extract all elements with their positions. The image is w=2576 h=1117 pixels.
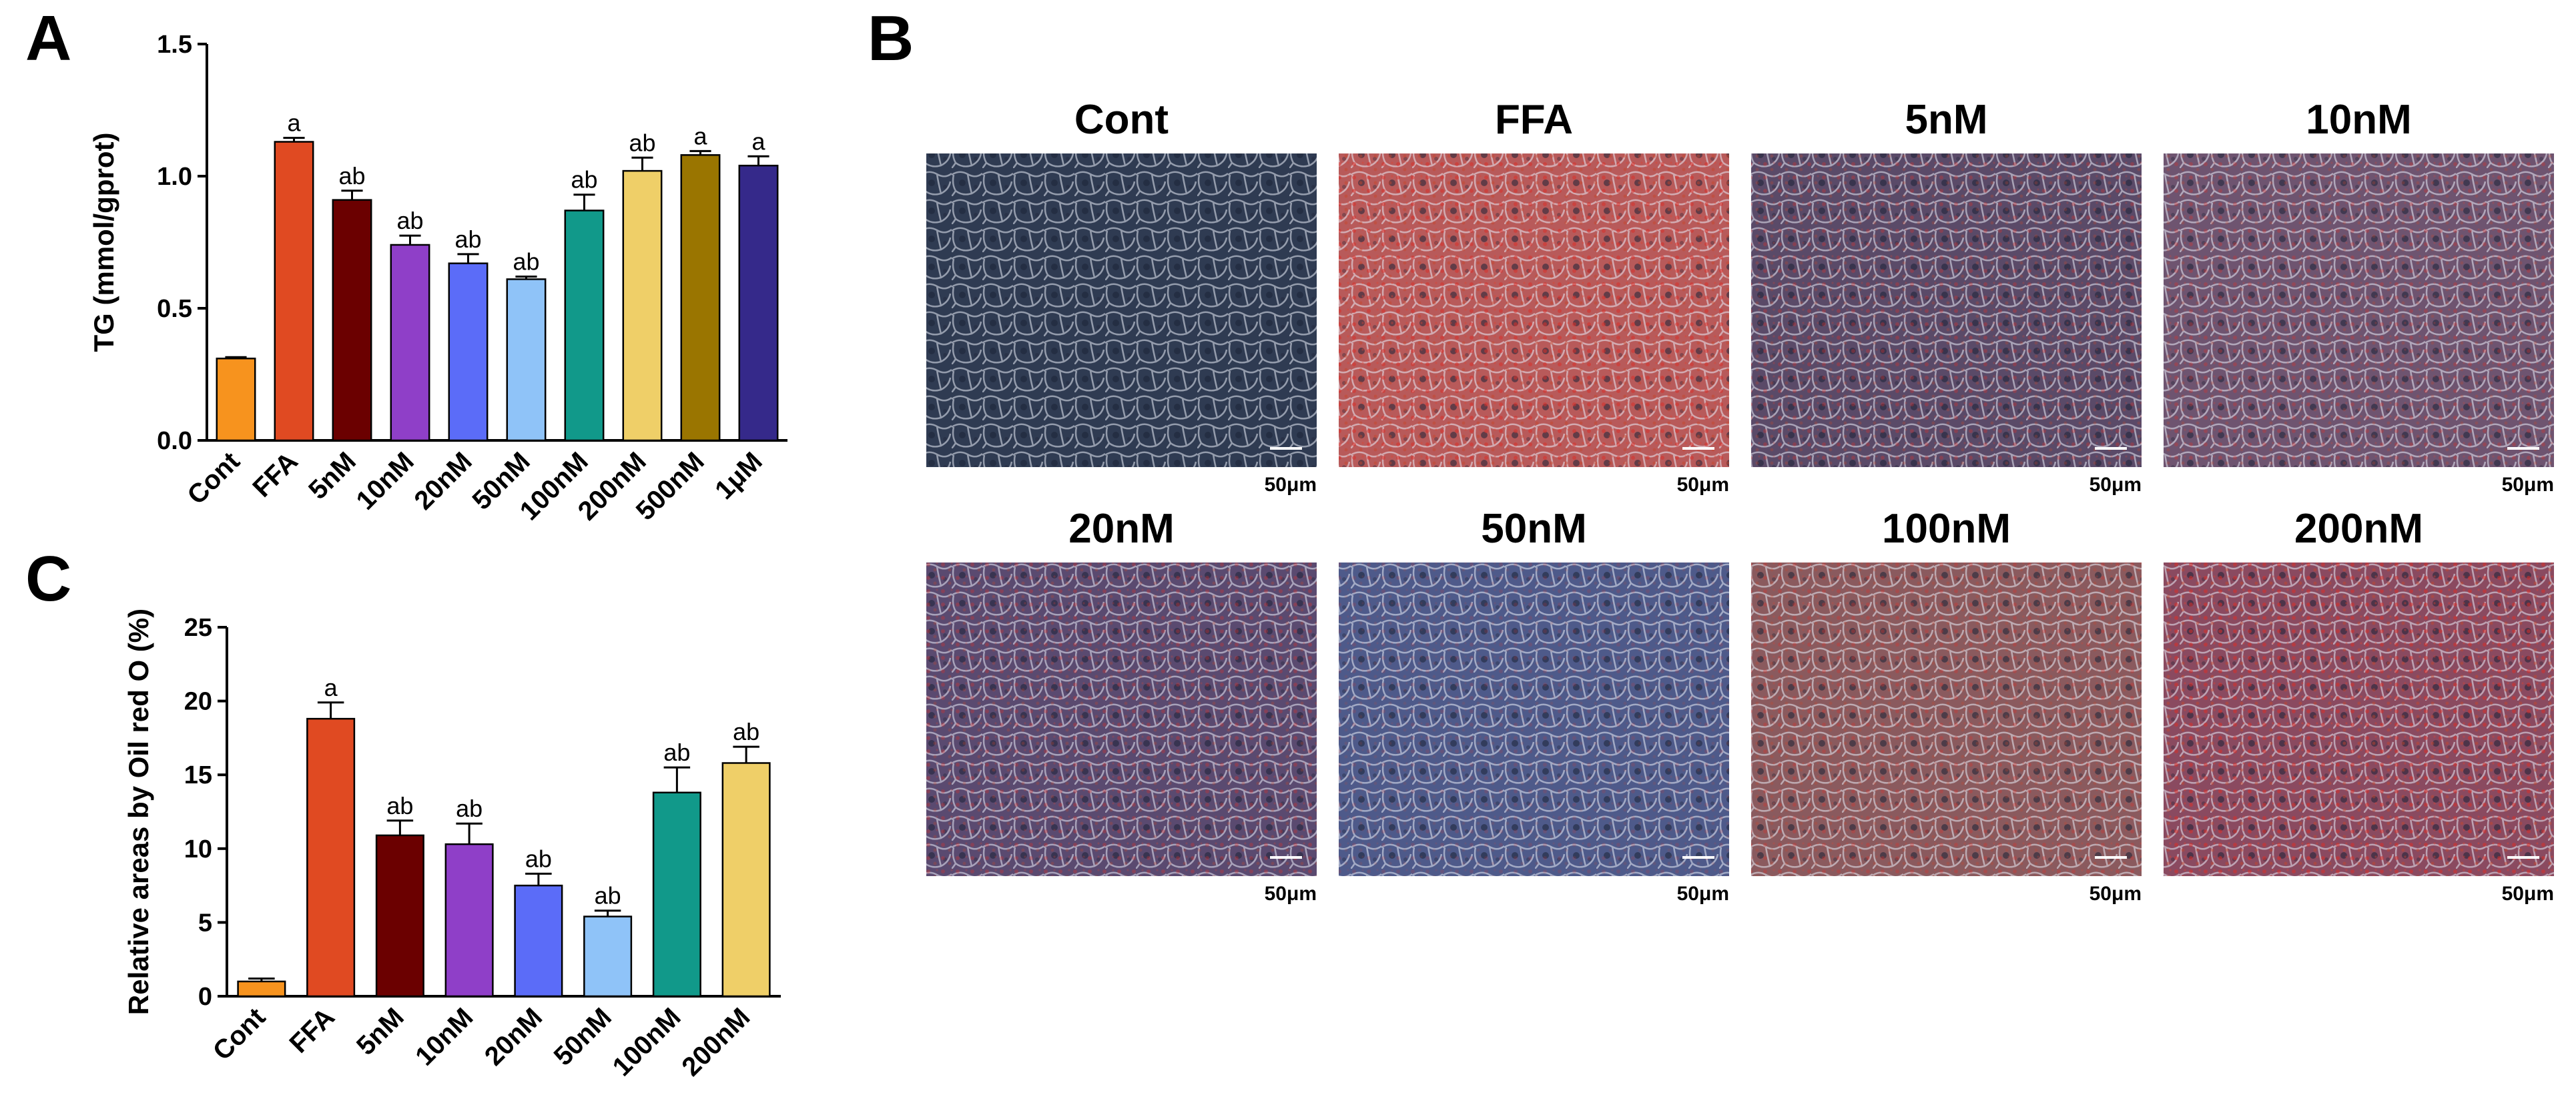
chart-c-significance-label-3: ab <box>456 795 482 822</box>
chart-a-bar-3 <box>390 244 430 442</box>
chart-a-category-label-3: 10nM <box>350 446 419 515</box>
chart-c-significance-label-5: ab <box>595 882 621 909</box>
chart-a-y-axis-title: TG (mmol/gprot) <box>88 133 119 352</box>
chart-a-category-label-9: 1μM <box>709 446 768 505</box>
micrograph-title-6: 100nM <box>1882 506 2011 552</box>
panel-label-b: B <box>868 3 914 74</box>
micrograph-title-0: Cont <box>1074 97 1169 143</box>
micrograph-lipid-droplets-4 <box>926 563 1317 876</box>
chart-c-category-label-0: Cont <box>208 1002 272 1066</box>
chart-a-bar-9 <box>738 164 779 442</box>
micrograph-lipid-droplets-5 <box>1339 563 1729 876</box>
chart-a-y-tick-label: 1.0 <box>157 163 192 191</box>
chart-a-bar-5 <box>506 278 547 442</box>
chart-a-category-label-1: FFA <box>247 446 304 503</box>
micrograph-title-7: 200nM <box>2294 506 2423 552</box>
chart-a-bar-7 <box>622 169 663 442</box>
chart-c-bar-7 <box>721 762 771 998</box>
micrograph-title-2: 5nM <box>1905 97 1988 143</box>
chart-c-bar-4 <box>514 884 563 998</box>
chart-c-bar-6 <box>652 791 701 998</box>
chart-c-bar-2 <box>375 834 424 998</box>
chart-a-significance-label-6: ab <box>571 166 597 194</box>
chart-c-y-tick-label: 25 <box>184 614 212 642</box>
micrograph-lipid-droplets-7 <box>2164 563 2554 876</box>
micrograph-lipid-droplets-6 <box>1751 563 2142 876</box>
micrograph-title-1: FFA <box>1495 97 1573 143</box>
chart-c-bar-5 <box>583 915 633 998</box>
chart-c-category-label-6: 100nM <box>607 1002 687 1082</box>
panel-label-c: C <box>25 543 71 615</box>
micrograph-title-4: 20nM <box>1068 506 1174 552</box>
chart-c-y-tick-label: 10 <box>184 835 212 863</box>
chart-c-category-label-2: 5nM <box>351 1002 410 1061</box>
chart-c-y-tick-label: 20 <box>184 688 212 716</box>
chart-a-y-tick-label: 1.5 <box>157 31 192 59</box>
micrograph-scale-label-2: 50μm <box>2089 474 2142 496</box>
chart-c-significance-label-7: ab <box>733 718 759 745</box>
chart-c-bar-3 <box>444 843 494 998</box>
chart-a-bar-1 <box>274 141 314 442</box>
chart-c-category-label-3: 10nM <box>410 1002 478 1071</box>
micrograph-title-3: 10nM <box>2306 97 2411 143</box>
micrograph-scale-label-0: 50μm <box>1265 474 1317 496</box>
micrograph-lipid-droplets-3 <box>2164 153 2554 467</box>
micrograph-scale-label-7: 50μm <box>2502 883 2554 905</box>
chart-c-y-axis-title: Relative areas by Oil red O (%) <box>123 609 154 1015</box>
chart-c-significance-label-1: a <box>324 674 338 701</box>
micrograph-cell-texture-0 <box>926 153 1317 467</box>
chart-a-category-label-4: 20nM <box>408 446 477 515</box>
chart-a-tg-bar-chart: 0.00.51.01.5ContaFFAab5nMab10nMab20nMab5… <box>88 31 787 526</box>
chart-c-bar-0 <box>237 980 286 998</box>
chart-a-significance-label-2: ab <box>338 162 365 190</box>
chart-a-bar-2 <box>332 199 372 442</box>
chart-a-significance-label-4: ab <box>454 226 481 253</box>
chart-a-bar-4 <box>448 262 489 442</box>
micrograph-grid: Cont 50μm FFA 50μm 5nM 50μm 10nM 50μm 20nM 50μm 50… <box>926 97 2554 905</box>
micrograph-scale-label-3: 50μm <box>2502 474 2554 496</box>
chart-a-significance-label-5: ab <box>513 248 539 275</box>
chart-a-significance-label-3: ab <box>396 207 423 234</box>
chart-a-significance-label-9: a <box>751 127 765 155</box>
chart-a-y-tick-label: 0.5 <box>157 295 192 323</box>
chart-a-bar-0 <box>216 357 256 442</box>
chart-a-category-label-0: Cont <box>182 446 246 510</box>
micrograph-scale-label-4: 50μm <box>1265 883 1317 905</box>
chart-c-significance-label-2: ab <box>386 792 413 819</box>
micrograph-lipid-droplets-2 <box>1751 153 2142 467</box>
chart-a-significance-label-7: ab <box>629 129 655 156</box>
micrograph-scale-label-6: 50μm <box>2089 883 2142 905</box>
chart-a-significance-label-1: a <box>287 109 301 137</box>
chart-c-y-tick-label: 0 <box>198 983 212 1011</box>
chart-c-significance-label-6: ab <box>663 739 690 766</box>
chart-a-y-tick-label: 0.0 <box>157 427 192 455</box>
panel-label-a: A <box>25 3 71 74</box>
chart-c-category-label-7: 200nM <box>676 1002 755 1082</box>
chart-a-significance-label-8: a <box>693 122 707 149</box>
micrograph-scale-label-1: 50μm <box>1677 474 1729 496</box>
chart-c-y-tick-label: 5 <box>198 909 212 937</box>
chart-c-bar-1 <box>306 717 356 998</box>
chart-c-oil-red-bar-chart: 0510152025ContaFFAab5nMab10nMab20nMab50n… <box>123 609 781 1082</box>
chart-a-bar-8 <box>680 154 721 442</box>
micrograph-title-5: 50nM <box>1481 506 1586 552</box>
chart-c-y-tick-label: 15 <box>184 761 212 789</box>
chart-c-category-label-1: FFA <box>284 1002 340 1059</box>
chart-a-bar-6 <box>564 210 605 442</box>
micrograph-lipid-droplets-1 <box>1339 153 1729 467</box>
micrograph-scale-label-5: 50μm <box>1677 883 1729 905</box>
chart-c-significance-label-4: ab <box>525 845 552 872</box>
chart-c-category-label-4: 20nM <box>479 1002 548 1071</box>
